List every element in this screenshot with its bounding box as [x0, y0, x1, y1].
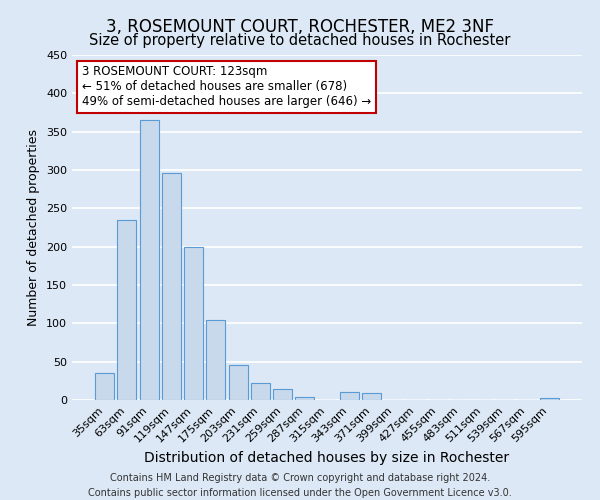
Text: 3 ROSEMOUNT COURT: 123sqm
← 51% of detached houses are smaller (678)
49% of semi: 3 ROSEMOUNT COURT: 123sqm ← 51% of detac…: [82, 66, 371, 108]
Bar: [118, 220, 136, 400]
Text: 3, ROSEMOUNT COURT, ROCHESTER, ME2 3NF: 3, ROSEMOUNT COURT, ROCHESTER, ME2 3NF: [106, 18, 494, 36]
Text: Contains HM Land Registry data © Crown copyright and database right 2024.
Contai: Contains HM Land Registry data © Crown c…: [88, 472, 512, 498]
X-axis label: Distribution of detached houses by size in Rochester: Distribution of detached houses by size …: [145, 451, 509, 465]
Bar: [140, 120, 158, 400]
Bar: [229, 364, 248, 400]
Bar: [273, 388, 292, 400]
Bar: [184, 248, 203, 400]
Bar: [251, 383, 270, 400]
Bar: [295, 397, 314, 400]
Bar: [95, 373, 114, 400]
Bar: [162, 173, 181, 400]
Bar: [340, 392, 359, 400]
Bar: [362, 393, 381, 400]
Y-axis label: Number of detached properties: Number of detached properties: [28, 129, 40, 326]
Text: Size of property relative to detached houses in Rochester: Size of property relative to detached ho…: [89, 32, 511, 48]
Bar: [206, 320, 225, 400]
Bar: [540, 398, 559, 400]
